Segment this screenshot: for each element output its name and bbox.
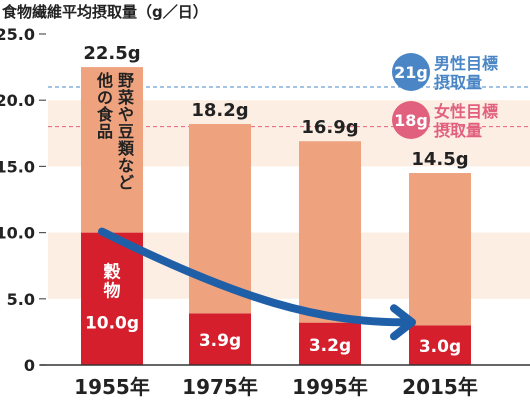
- y-tick-label: 25.0: [0, 25, 35, 44]
- target-badge-label: 摂取量: [434, 73, 482, 92]
- y-tick-label: 10.0: [0, 224, 35, 243]
- bar-grain: [81, 232, 143, 365]
- other-name-char: ど: [118, 173, 134, 192]
- grain-name-char: 物: [104, 281, 121, 302]
- y-tick-label: 0: [24, 356, 35, 375]
- other-name-char: 菜: [117, 88, 134, 107]
- total-label: 18.2g: [191, 100, 248, 121]
- total-label: 22.5g: [83, 43, 140, 64]
- bar-labels: 22.5g 1955年 10.0g 18.2g 1975年 3.9g 16.9g 1995年 3…: [74, 43, 478, 399]
- x-tick-label: 2015年: [402, 375, 478, 399]
- target-badge-circle: [392, 53, 430, 91]
- bar-other: [81, 67, 143, 233]
- bar-grain: [409, 325, 471, 365]
- trend-arrow-line: [98, 227, 412, 327]
- grain-value-label: 3.2g: [309, 336, 351, 356]
- x-tick-label: 1995年: [292, 375, 368, 399]
- other-name-char: 類: [117, 139, 135, 158]
- bar-other: [409, 173, 471, 326]
- bars: [40, 67, 530, 366]
- other-name-char: や: [118, 105, 134, 124]
- total-label: 16.9g: [301, 117, 358, 138]
- other-name-char: 野: [118, 71, 134, 90]
- grain-name-char: 穀: [104, 263, 122, 283]
- bar-grain: [189, 313, 251, 365]
- target-badge-label: 女性目標: [434, 102, 498, 121]
- trend-arrow: [98, 227, 416, 341]
- target-badge-label: 男性目標: [434, 54, 498, 73]
- y-tick-label: 20.0: [0, 91, 35, 110]
- grain-value-label: 3.9g: [199, 331, 241, 351]
- bar-other: [299, 141, 361, 323]
- target-badge-label: 摂取量: [434, 121, 482, 140]
- other-name-char: 豆: [118, 122, 134, 141]
- grain-value-label: 10.0g: [85, 314, 139, 334]
- other-name-char: の: [97, 88, 113, 107]
- grain-value-label: 3.0g: [419, 337, 461, 357]
- y-tick-label: 5.0: [7, 290, 35, 309]
- x-tick-label: 1975年: [182, 375, 258, 399]
- other-name-char: 他: [96, 71, 113, 90]
- y-axis: 0 5.0 10.0 15.0 20.0 25.0: [0, 25, 46, 375]
- other-name-char: 食: [96, 105, 114, 124]
- target-badge-value: 21g: [394, 63, 428, 82]
- chart-title: 食物繊維平均摂取量（g／日）: [2, 3, 208, 21]
- x-tick-label: 1955年: [74, 375, 150, 399]
- target-badge-circle: [392, 101, 430, 139]
- other-name-char: 品: [97, 122, 113, 141]
- target-badge-value: 18g: [394, 111, 428, 130]
- other-name-char: な: [118, 156, 134, 175]
- total-label: 14.5g: [411, 149, 468, 170]
- y-tick-label: 15.0: [0, 157, 35, 176]
- bar-grain: [299, 322, 361, 365]
- trend-arrow-head: [390, 304, 416, 341]
